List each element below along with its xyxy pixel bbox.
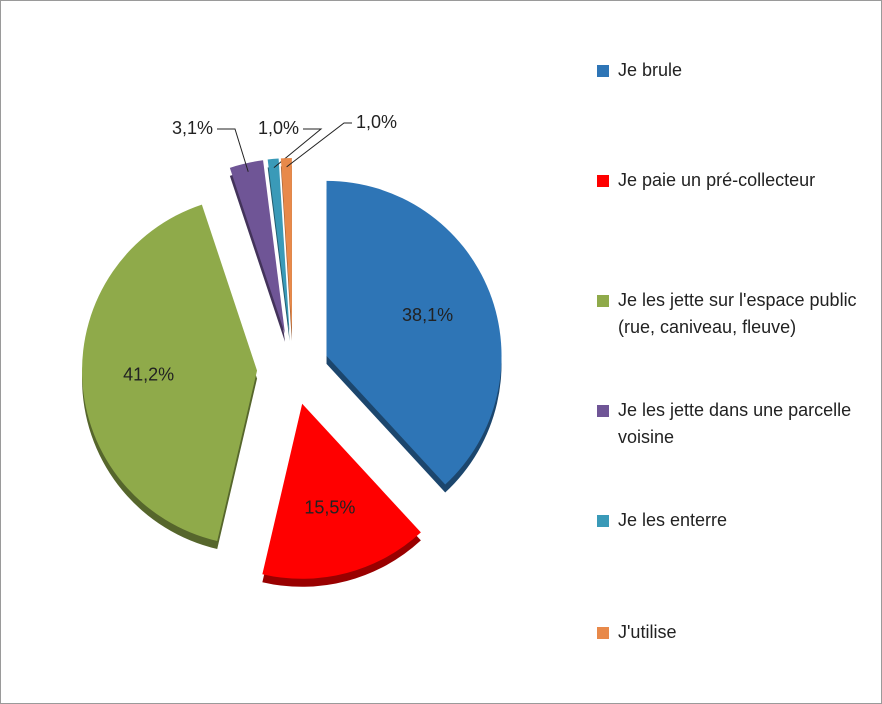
legend-label: Je les enterre [618,510,728,530]
legend-swatch [597,627,609,639]
slice [82,204,258,542]
leader-line [273,128,323,169]
slice-depth [229,168,286,342]
slice [326,180,502,485]
legend-label: J'utilise [618,622,677,642]
legend-item: Je les enterre [597,507,867,534]
legend-swatch [597,515,609,527]
legend-item: Je les jette dans une parcelle voisine [597,397,867,451]
data-label: 1,0% [258,118,299,138]
slice-depth [267,166,290,342]
data-label: 1,0% [356,112,397,132]
legend-swatch [597,295,609,307]
legend-label: Je les jette dans une parcelle voisine [618,400,852,447]
legend-swatch [597,65,609,77]
leader-line [286,122,352,168]
legend-item: J'utilise [597,619,867,646]
slice [267,158,290,334]
data-label: 38,1% [402,305,453,325]
slice [262,403,421,579]
data-label: 15,5% [304,497,355,517]
slice [229,160,286,334]
slice [280,158,292,334]
legend-item: Je brule [597,57,867,84]
legend-swatch [597,405,609,417]
data-label: 41,2% [123,364,174,384]
legend-label: Je les jette sur l'espace public (rue, c… [618,290,857,337]
legend-item: Je paie un pré-collecteur [597,167,867,194]
data-label: 3,1% [172,118,213,138]
legend-item: Je les jette sur l'espace public (rue, c… [597,287,867,341]
legend-label: Je paie un pré-collecteur [618,170,816,190]
leader-line [217,128,249,172]
legend-swatch [597,175,609,187]
legend-label: Je brule [618,60,683,80]
